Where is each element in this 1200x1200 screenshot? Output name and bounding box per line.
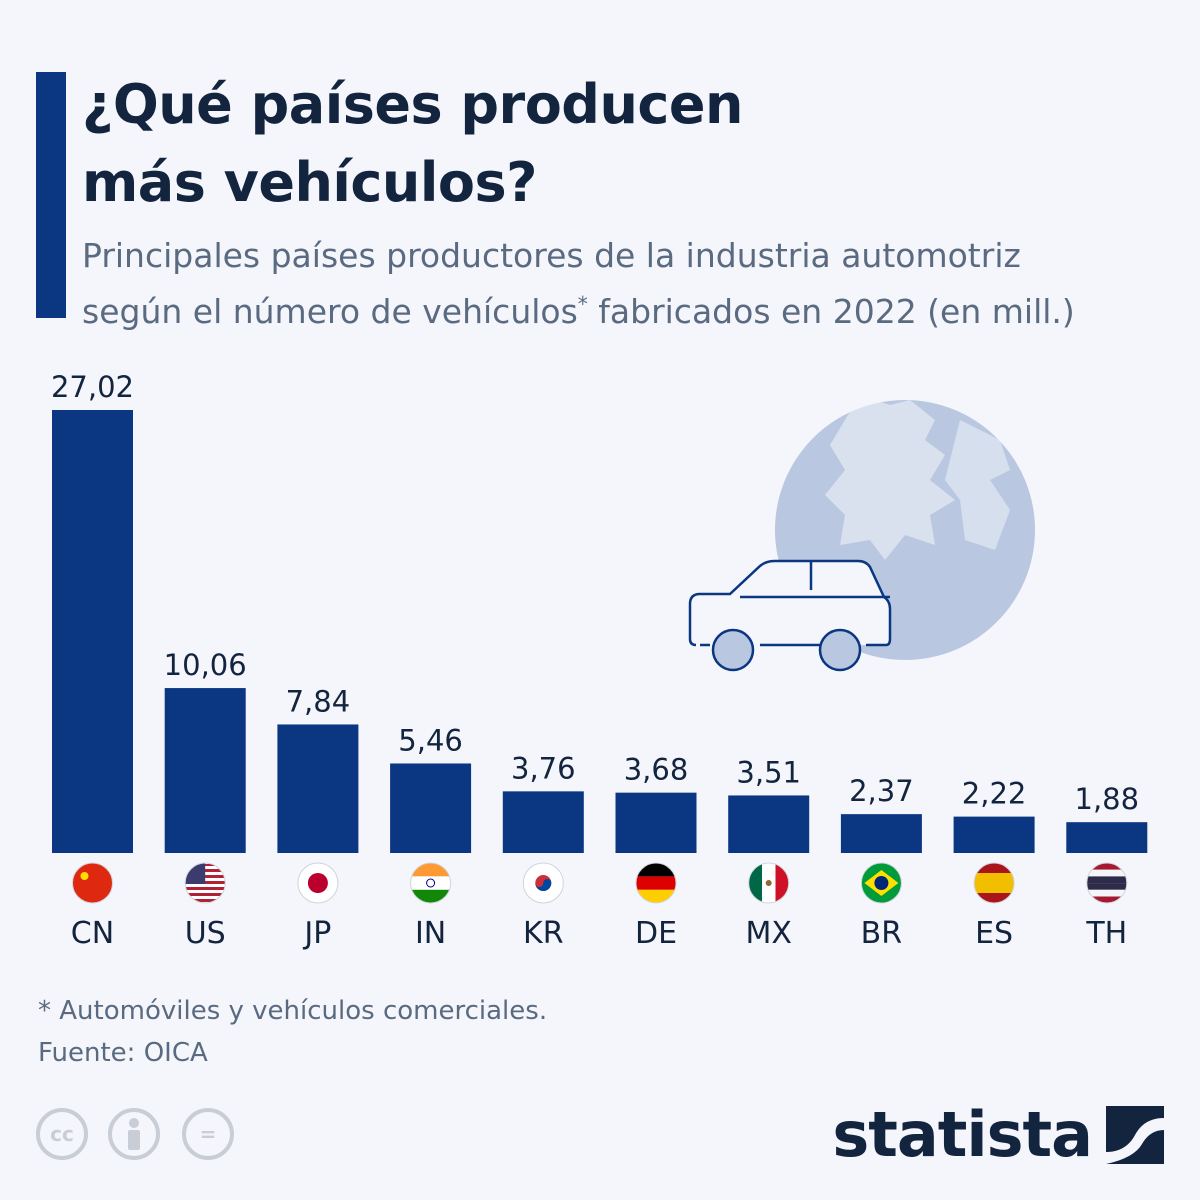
title-line-1: ¿Qué países producen (82, 73, 743, 136)
value-label: 3,68 (624, 753, 689, 787)
page-title: ¿Qué países producen más vehículos? (82, 66, 743, 222)
bar-jp (277, 724, 359, 853)
accent-bar (36, 72, 66, 318)
nd-label: = (199, 1122, 217, 1146)
cc-label: cc (50, 1122, 74, 1146)
brand-name: statista (832, 1098, 1093, 1171)
category-label: BR (861, 916, 902, 951)
bar-in (390, 763, 472, 853)
flag-mx-icon (748, 862, 790, 904)
category-label: JP (302, 916, 331, 951)
bar-cn (52, 410, 133, 853)
footnote-marker: * (577, 292, 588, 316)
bar-mx (728, 795, 810, 853)
flag-jp-icon (297, 862, 339, 904)
flag-in-icon (410, 862, 452, 904)
bar-us (164, 688, 246, 853)
footnote: * Automóviles y vehículos comerciales. (38, 996, 548, 1026)
person-icon (128, 1118, 140, 1150)
flag-es-icon (973, 862, 1015, 904)
subtitle-line-2: según el número de vehículos* fabricados… (82, 280, 1075, 336)
value-label: 2,22 (962, 777, 1027, 811)
no-derivatives-icon[interactable]: = (182, 1108, 234, 1160)
statista-logo[interactable]: statista (832, 1098, 1164, 1171)
footnotes: * Automóviles y vehículos comerciales. F… (38, 990, 547, 1074)
value-label: 27,02 (51, 370, 134, 404)
car-icon (688, 559, 892, 672)
category-label: TH (1085, 916, 1127, 951)
value-label: 3,76 (511, 751, 576, 785)
value-label: 7,84 (286, 684, 351, 718)
category-label: CN (71, 916, 114, 951)
flag-us-icon (184, 862, 226, 904)
flag-br-icon (860, 862, 902, 904)
bar-kr (502, 791, 584, 853)
category-label: US (185, 916, 226, 951)
flag-de-icon (635, 862, 677, 904)
cc-icon[interactable]: cc (36, 1108, 88, 1160)
value-label: 5,46 (398, 723, 463, 757)
subtitle-line-1: Principales países productores de la ind… (82, 236, 1021, 275)
category-label: KR (523, 916, 564, 951)
category-label: MX (745, 916, 791, 951)
bar-th (1066, 822, 1148, 853)
category-label: ES (975, 916, 1013, 951)
value-label: 3,51 (736, 755, 801, 789)
value-label: 2,37 (849, 774, 914, 808)
bar-de (615, 792, 697, 853)
value-label: 10,06 (164, 648, 247, 682)
flag-cn-icon (72, 862, 113, 904)
statista-logo-icon (1106, 1105, 1164, 1164)
attribution-icon[interactable] (108, 1108, 160, 1160)
category-label: IN (415, 916, 446, 951)
source: Fuente: OICA (38, 1038, 208, 1068)
flag-th-icon (1086, 862, 1128, 904)
value-label: 1,88 (1075, 782, 1140, 816)
subtitle: Principales países productores de la ind… (82, 232, 1075, 336)
subtitle-text: según el número de vehículos (82, 292, 578, 331)
bar-es (953, 816, 1035, 853)
category-label: DE (635, 916, 677, 951)
subtitle-text: fabricados en 2022 (en mill.) (587, 292, 1075, 331)
flag-kr-icon (522, 862, 564, 904)
title-line-2: más vehículos? (82, 151, 537, 214)
bar-br (840, 814, 922, 853)
